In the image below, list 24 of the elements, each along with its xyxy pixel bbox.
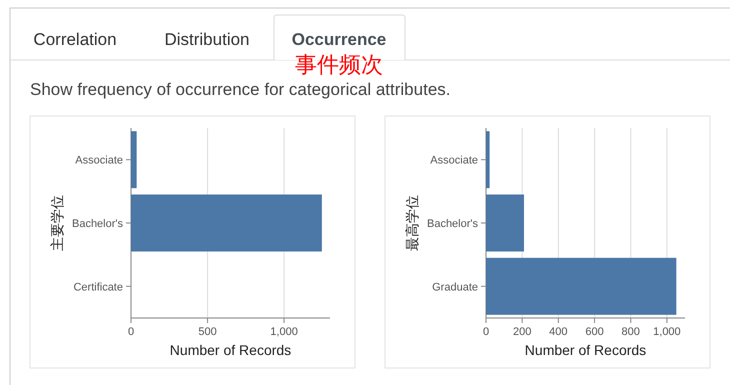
x-tick-label: 0 <box>482 326 490 338</box>
text: Correlation <box>33 30 117 49</box>
x-tick-label: 800 <box>622 326 640 338</box>
text: Distribution <box>164 30 250 49</box>
text: Occurrence <box>292 30 386 49</box>
x-axis-title: Number of Records <box>524 342 646 358</box>
y-tick-label: Graduate <box>432 281 478 294</box>
x-tick-label: 1,000 <box>270 326 298 338</box>
x-tick-label: 500 <box>198 326 217 338</box>
x-tick-label: 400 <box>549 326 568 338</box>
y-tick-label: Bachelor's <box>72 218 124 230</box>
y-tick-label: Bachelor's <box>426 218 478 230</box>
text: Show frequency of occurrence for categorical attributes. <box>30 80 450 99</box>
text: 事件频次 <box>295 52 383 77</box>
y-tick-label: Associate <box>75 154 123 167</box>
y-axis-title: 主要学位 <box>49 195 65 251</box>
y-axis-title: 最高学位 <box>404 195 420 251</box>
x-tick-label: 1,000 <box>653 326 681 338</box>
y-tick-label: Certificate <box>73 281 123 294</box>
x-tick-label: 200 <box>513 326 532 338</box>
y-tick-label: Associate <box>430 154 478 167</box>
x-axis-title: Number of Records <box>170 342 292 358</box>
x-tick-label: 600 <box>585 326 604 338</box>
x-tick-label: 0 <box>128 326 134 338</box>
